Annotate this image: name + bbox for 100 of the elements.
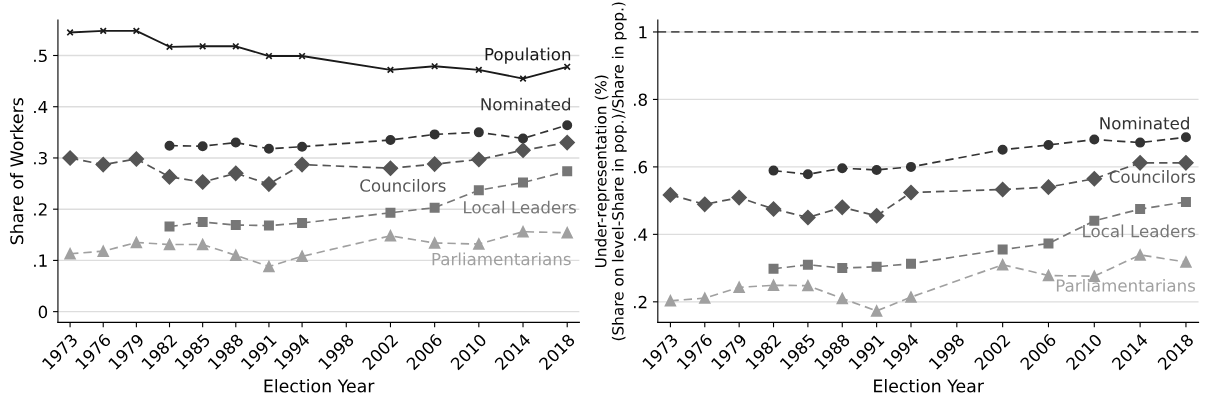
point: [996, 259, 1009, 271]
point: [837, 163, 848, 174]
point: [1135, 204, 1146, 215]
series-label: Population: [485, 47, 571, 64]
point: [994, 181, 1011, 198]
point: [263, 143, 274, 154]
point: [997, 144, 1008, 155]
point: [662, 187, 679, 203]
point: [429, 202, 440, 213]
point: [130, 236, 143, 249]
point: [297, 141, 308, 152]
point: [164, 221, 175, 232]
series-label: Local Leaders: [1083, 224, 1196, 238]
point: [518, 133, 529, 144]
point: [382, 160, 399, 176]
point: [905, 291, 917, 303]
x-axis-title: Election Year: [874, 379, 984, 393]
point: [518, 177, 529, 188]
point: [997, 244, 1008, 255]
point: [473, 238, 485, 250]
point: [164, 140, 175, 151]
point: [297, 218, 308, 229]
y-tick-label: 1: [639, 26, 647, 39]
point: [802, 259, 813, 270]
point: [197, 216, 208, 227]
y-tick-label: .4: [633, 228, 648, 241]
series-label: Parliamentarians: [1056, 278, 1196, 292]
series-label: Councilors: [360, 178, 446, 192]
y-tick-label: .1: [34, 254, 47, 267]
point: [99, 27, 107, 35]
point: [699, 292, 711, 304]
point: [903, 184, 919, 201]
point: [294, 156, 310, 173]
series-label: Nominated: [481, 97, 571, 111]
y-tick-label: 0: [38, 305, 48, 319]
y-tick-label: .5: [34, 49, 47, 63]
point: [163, 238, 176, 251]
point: [559, 134, 575, 151]
point: [196, 238, 209, 251]
point: [664, 295, 677, 307]
point: [298, 52, 306, 60]
point: [868, 208, 885, 224]
point: [1135, 137, 1146, 148]
point: [562, 166, 573, 177]
point: [230, 249, 242, 261]
point: [385, 135, 396, 146]
point: [384, 230, 397, 242]
point: [1086, 170, 1103, 187]
y-tick-label: .4: [34, 100, 48, 114]
point: [296, 250, 308, 263]
point: [197, 141, 208, 152]
point: [697, 196, 713, 213]
x-axis-title: Election Year: [264, 379, 375, 393]
y-tick-label: .6: [633, 160, 648, 174]
point: [768, 165, 779, 176]
point: [765, 201, 782, 217]
point: [429, 129, 440, 140]
y-tick-label: .2: [633, 295, 647, 309]
point: [802, 169, 813, 180]
y-axis-title: Share of Workers: [9, 98, 24, 245]
series-label: Parliamentarians: [432, 252, 571, 266]
point: [62, 150, 78, 166]
point: [1089, 134, 1100, 145]
point: [428, 237, 441, 249]
point: [905, 161, 917, 172]
y-tick-label: .8: [633, 93, 647, 106]
point: [263, 260, 275, 273]
point: [837, 263, 848, 274]
point: [128, 151, 145, 167]
point: [1180, 132, 1191, 143]
point: [733, 281, 745, 294]
point: [426, 156, 443, 172]
point: [473, 127, 484, 138]
point: [836, 292, 848, 305]
point: [230, 137, 241, 148]
point: [515, 142, 531, 158]
point: [265, 52, 273, 60]
point: [385, 207, 396, 218]
point: [232, 42, 240, 50]
point: [731, 189, 747, 206]
point: [561, 227, 573, 239]
point: [199, 42, 207, 50]
point: [228, 165, 244, 182]
point: [1132, 155, 1148, 171]
point: [1180, 256, 1192, 268]
y-axis-title: Under-representation (%) (Share on level-Share in pop.)/Share in pop.): [594, 2, 627, 341]
point: [1043, 139, 1054, 150]
point: [475, 66, 483, 74]
point: [870, 305, 883, 317]
series-label: Local Leaders: [464, 200, 576, 214]
point: [161, 169, 178, 185]
point: [871, 164, 882, 175]
point: [905, 258, 917, 269]
point: [1040, 179, 1057, 195]
point: [1042, 269, 1055, 282]
y-tick-label: .3: [34, 151, 47, 165]
series-label: Nominated: [1100, 116, 1189, 130]
series-label: Councilors: [1109, 170, 1196, 183]
point: [473, 185, 484, 196]
point: [194, 174, 211, 190]
